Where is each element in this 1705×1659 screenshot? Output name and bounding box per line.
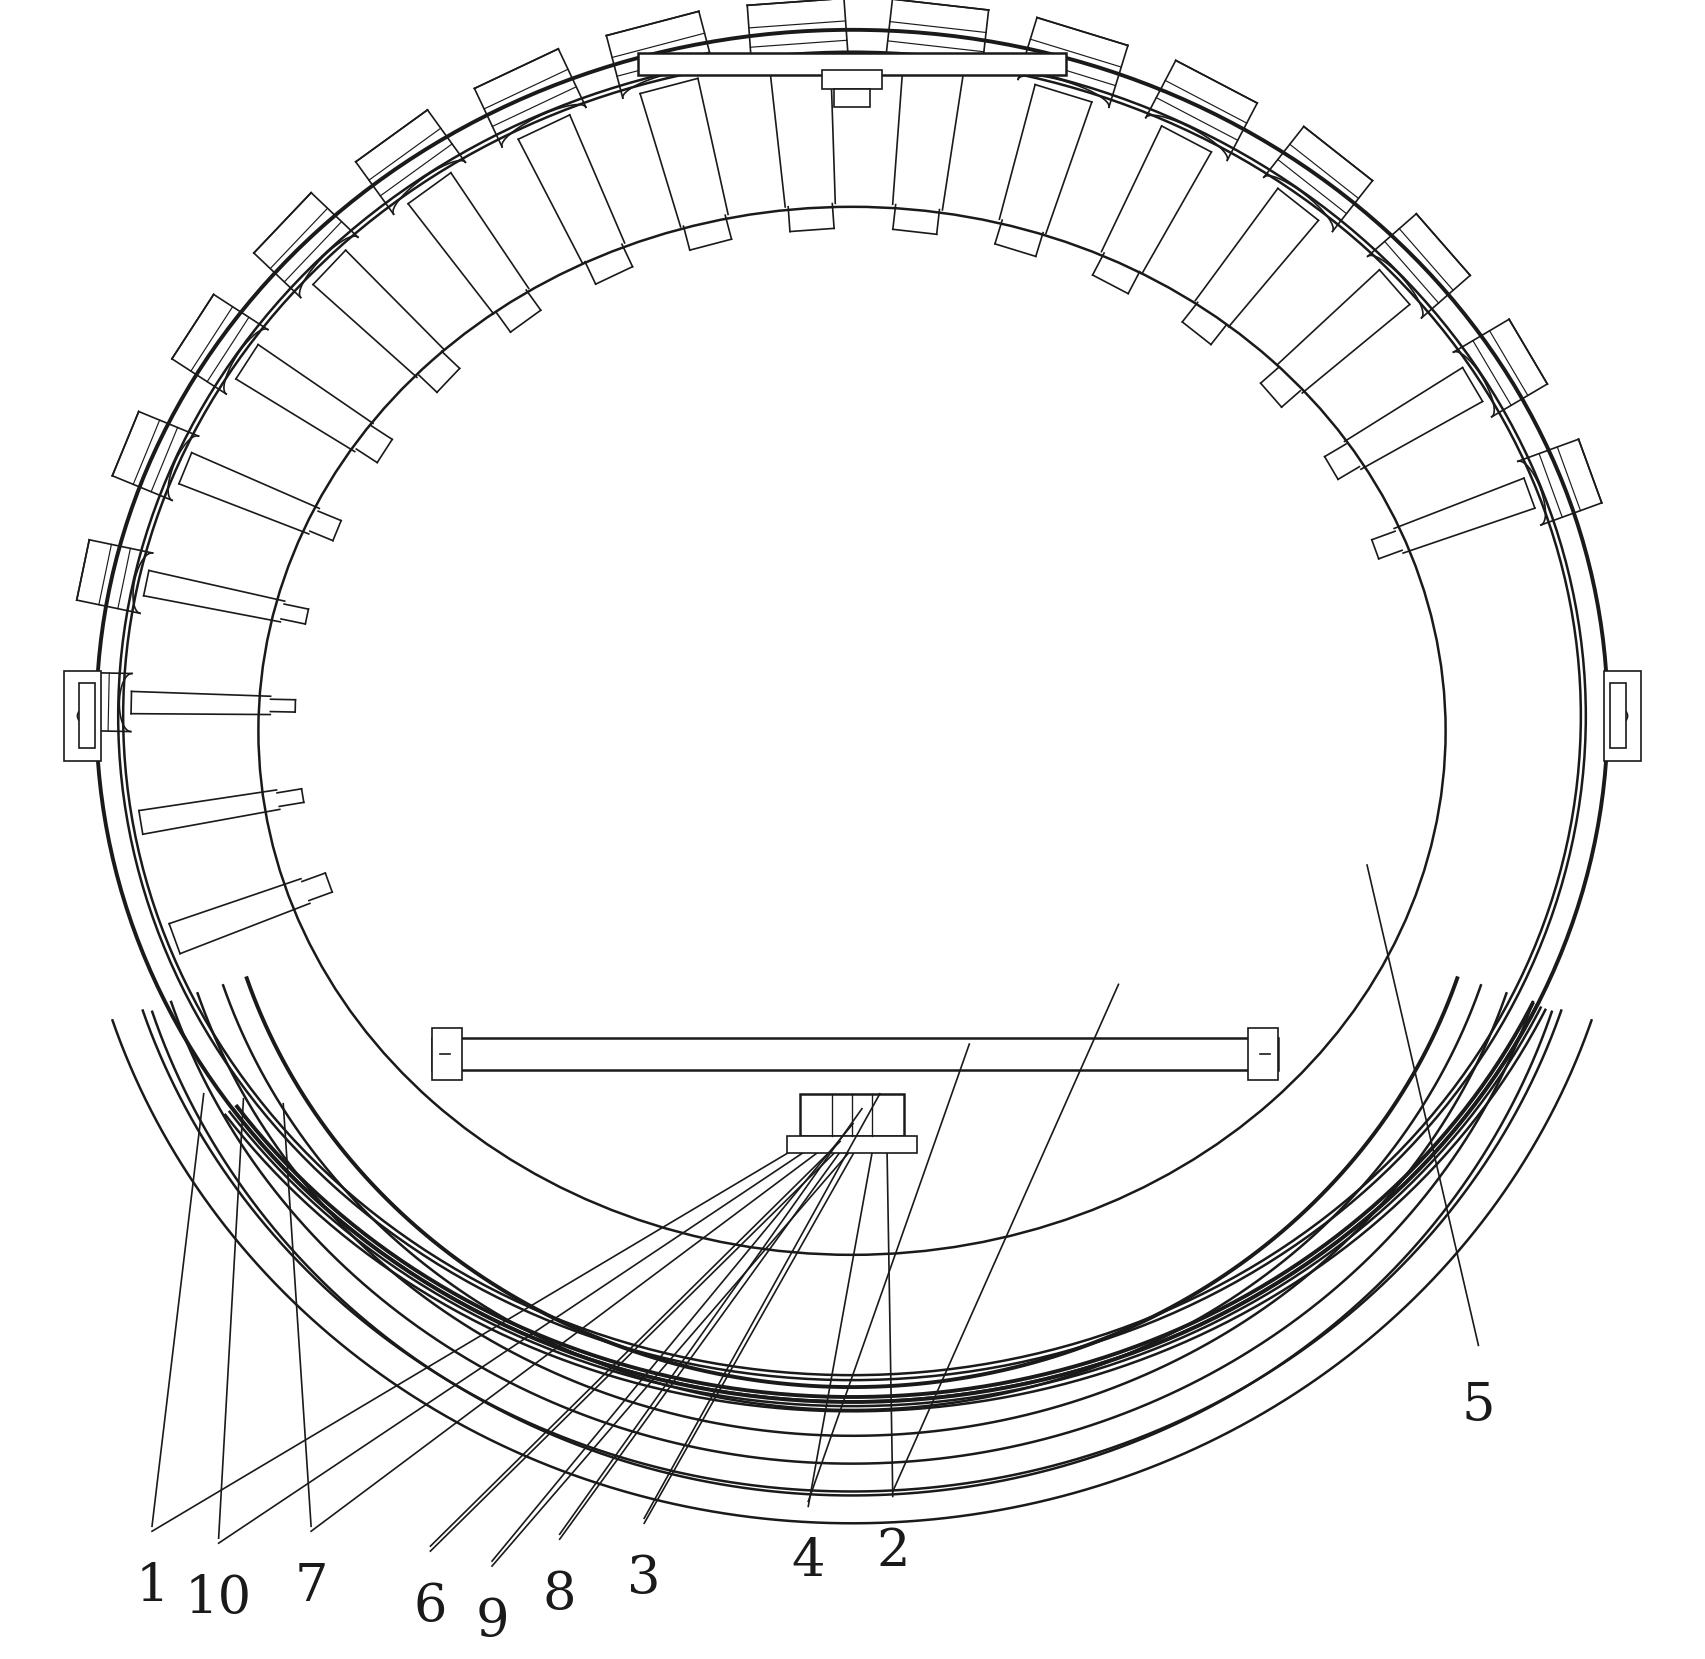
- Bar: [80, 684, 95, 748]
- Bar: [800, 1093, 904, 1135]
- Text: 2: 2: [876, 1526, 909, 1578]
- Text: 1: 1: [135, 1561, 169, 1613]
- Ellipse shape: [123, 56, 1581, 1375]
- Bar: [1604, 672, 1642, 761]
- Text: 8: 8: [542, 1569, 576, 1621]
- Text: 9: 9: [476, 1596, 508, 1647]
- Ellipse shape: [118, 51, 1586, 1380]
- Ellipse shape: [261, 209, 1444, 1253]
- Text: 7: 7: [295, 1561, 327, 1613]
- Ellipse shape: [1613, 708, 1628, 723]
- Bar: [788, 1135, 917, 1153]
- Text: 4: 4: [791, 1536, 825, 1588]
- Bar: [1610, 684, 1625, 748]
- Bar: [63, 672, 101, 761]
- Bar: [834, 90, 870, 108]
- Bar: [638, 53, 1066, 75]
- Bar: [433, 1029, 462, 1080]
- Text: 6: 6: [414, 1581, 447, 1632]
- Bar: [822, 70, 881, 90]
- Bar: [1248, 1029, 1277, 1080]
- Text: 5: 5: [1461, 1380, 1495, 1432]
- Text: 3: 3: [627, 1553, 662, 1604]
- Text: 10: 10: [186, 1573, 252, 1624]
- Ellipse shape: [77, 708, 92, 723]
- Bar: [433, 1039, 1277, 1070]
